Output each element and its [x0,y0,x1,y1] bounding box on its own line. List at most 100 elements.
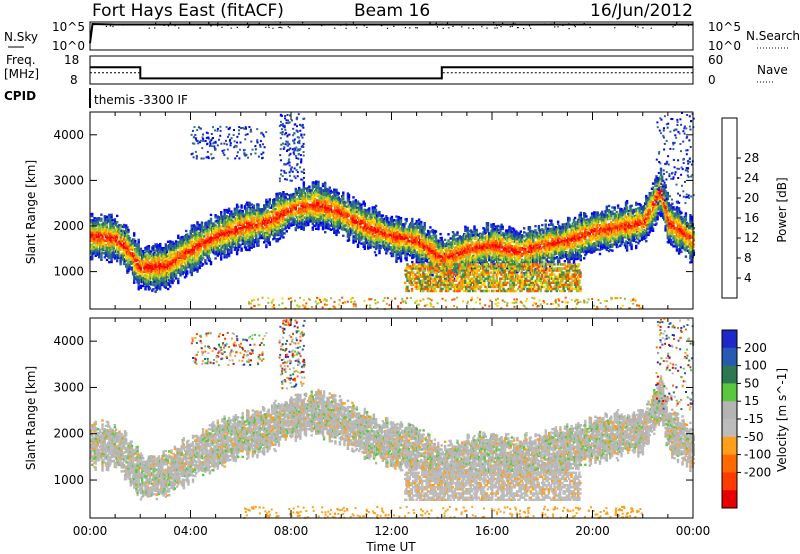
freq-tick-top: 18 [64,53,79,67]
nsearch-point [448,24,449,25]
nsearch-point [280,27,281,28]
power-cell [199,226,201,228]
nsearch-point [346,25,347,26]
power-cell [165,282,167,284]
nsearch-point [623,24,624,25]
power-cell [220,256,222,258]
nsearch-point [366,27,367,28]
power-cell [138,245,140,247]
nsearch-point [149,24,150,25]
nsearch-point [459,24,460,25]
nsearch-point [288,26,289,27]
power-cell [191,274,193,276]
nsky-tick-top: 10^5 [52,20,85,34]
nsearch-point [281,27,282,28]
nsearch-point [308,24,309,25]
power-cell [156,243,158,245]
nsearch-point [265,27,266,28]
power-cell [116,221,118,223]
nsearch-point [221,27,222,28]
power-cell [144,266,146,268]
freq-frame [90,56,693,84]
power-cell [128,237,130,239]
nsearch-point [675,25,676,26]
nsearch-point [189,23,190,24]
power-cell [98,217,100,219]
power-cell [109,229,111,231]
nsearch-point [562,25,563,26]
power-cell [191,239,193,241]
power-cell [97,223,99,225]
nsearch-point [569,28,570,29]
power-cell [159,286,161,288]
power-cell [177,241,179,243]
nsearch-point [405,27,406,28]
power-cell [119,224,121,226]
nsearch-point [486,28,487,29]
power-cell [138,270,140,272]
power-cell [185,230,187,232]
nsearch-point [672,26,673,27]
power-cell [175,277,177,279]
nsearch-point [544,23,545,24]
nsearch-point [199,27,200,28]
power-cell [173,265,175,267]
power-cell [100,218,102,220]
power-cell [112,219,114,221]
nsearch-point [324,24,325,25]
nsearch-point [523,28,524,29]
power-cell [156,282,158,284]
nsearch-point [473,28,474,29]
nsearch-point [688,25,689,26]
power-cell [186,270,188,272]
power-cell [154,291,156,293]
power-cell [101,252,103,254]
nsearch-point [409,27,410,28]
nsearch-point [575,26,576,27]
nsearch-point [175,25,176,26]
power-cell [138,286,140,288]
power-cell [133,234,135,236]
nsearch-point [502,23,503,24]
nsearch-point [321,25,322,26]
power-cell [199,265,201,267]
power-cell [167,288,169,290]
power-cell [110,216,112,218]
nsearch-point [551,23,552,24]
nsearch-point [518,27,519,28]
power-cell [210,214,212,216]
power-cell [95,255,97,257]
power-cell [106,259,108,261]
power-cell [210,261,212,263]
power-cell [177,280,179,282]
nsearch-point [493,22,494,23]
power-cell [205,221,207,223]
power-cell [142,275,144,277]
nsearch-point [372,24,373,25]
nsearch-point [247,23,248,24]
nsearch-point [448,27,449,28]
nsky-line [90,24,693,43]
nsearch-dots [103,22,689,29]
nsearch-point [334,28,335,29]
nsearch-point [247,27,248,28]
nsearch-point [344,24,345,25]
nsearch-point [461,26,462,27]
power-cell [116,215,118,217]
power-cell [100,257,102,259]
nsearch-point [110,25,111,26]
nsearch-point [272,28,273,29]
power-cell [91,256,93,258]
power-cell [119,259,121,261]
nsearch-point [268,25,269,26]
nsky-frame [90,22,693,50]
nsearch-point [530,28,531,29]
power-cell [123,224,125,226]
nsearch-point [417,27,418,28]
power-cell [147,264,149,266]
nsearch-point [486,24,487,25]
power-cell [138,239,140,241]
nsearch-point [217,23,218,24]
freq-label-1: Freq. [6,53,36,67]
power-cell [134,240,136,242]
